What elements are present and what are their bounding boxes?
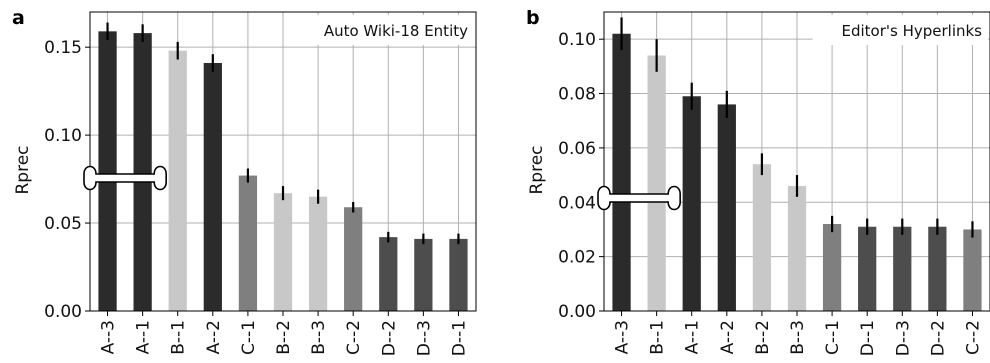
x-tick-label: D--2	[928, 320, 948, 356]
x-tick-label: C--2	[344, 320, 364, 355]
y-tick-label: 0.00	[558, 302, 596, 322]
title-box-a: Auto Wiki-18 Entity	[298, 15, 474, 45]
bar	[717, 104, 736, 311]
y-tick-label: 0.02	[558, 248, 596, 268]
bar	[203, 63, 222, 311]
bar	[449, 238, 468, 311]
x-tick-label: B--2	[753, 320, 773, 355]
bar	[98, 31, 117, 312]
x-tick-label: D--1	[858, 320, 878, 356]
panel-letter-a: a	[12, 7, 25, 29]
plot-frame-a	[89, 11, 477, 312]
break-marker-shape	[597, 185, 681, 211]
x-tick-label: A--1	[683, 320, 703, 354]
bar	[963, 229, 982, 311]
x-tick-label: D--3	[893, 320, 913, 356]
x-tick-label: A--3	[613, 320, 633, 354]
y-tick-label: 0.10	[44, 126, 82, 146]
break-marker-shape	[83, 165, 167, 191]
axis-break-marker-a	[83, 165, 167, 191]
y-tick-label: 0.05	[44, 214, 82, 234]
y-tick-label: 0.15	[44, 38, 82, 58]
x-tick-label: D--2	[379, 320, 399, 356]
bar	[273, 193, 293, 311]
x-tick-label: A--2	[204, 320, 224, 354]
x-ticks-a: A--3 A--1 B--1 A--2 C--1 B--2 B--3 C--2 D--2 D--3…	[99, 311, 469, 356]
x-tick-label: C--2	[963, 320, 983, 355]
y-axis-label-b: Rprec	[527, 145, 547, 194]
x-tick-label: B--2	[274, 320, 294, 355]
panel-a: a Rprec 0.000.050.100.15 A--3 A--1 B--1 A--…	[12, 7, 477, 356]
bar	[238, 175, 258, 311]
y-tick-label: 0.08	[558, 85, 596, 105]
bar	[647, 55, 666, 312]
bar	[379, 237, 398, 311]
plot-frame-b	[603, 11, 990, 312]
y-ticks-a: 0.00 0.05 0.10 0.15	[44, 38, 90, 322]
title-box-b: Editor's Hyperlinks	[812, 15, 988, 45]
y-tick-label: 0.06	[558, 139, 596, 159]
x-tick-label: C--1	[239, 320, 259, 355]
y-axis-label-a: Rprec	[13, 145, 33, 194]
x-tick-label: A--2	[718, 320, 738, 354]
bar	[344, 207, 363, 311]
bar	[928, 226, 947, 311]
bar	[858, 226, 877, 311]
bar	[308, 196, 328, 311]
bars-b	[612, 33, 982, 312]
bars-a	[98, 31, 468, 312]
panel-b: b Rprec 0.00 0.02 0.04 0.06 0.08 0.10 A--3 B--…	[526, 7, 990, 356]
bar	[752, 164, 772, 311]
x-tick-label: D--3	[414, 320, 434, 356]
x-tick-label: B--1	[169, 320, 189, 355]
axis-break-marker-b	[597, 185, 681, 211]
y-tick-label: 0.04	[558, 193, 596, 213]
bar	[682, 96, 701, 311]
y-ticks-b: 0.00 0.02 0.04 0.06 0.08 0.10	[558, 30, 604, 322]
bar	[133, 33, 152, 311]
bar	[787, 185, 807, 311]
x-tick-label: D--1	[449, 320, 469, 356]
x-ticks-b: A--3 B--1 A--1 A--2 B--2 B--3 C--1 D--1 D--3 D--2…	[613, 311, 983, 356]
bar	[612, 33, 631, 311]
x-tick-label: B--3	[788, 320, 808, 355]
bar	[893, 226, 912, 311]
bar	[822, 224, 842, 311]
panel-letter-b: b	[526, 7, 540, 29]
x-tick-label: C--1	[823, 320, 843, 355]
y-tick-label: 0.10	[558, 30, 596, 50]
error-bars-a	[106, 22, 460, 245]
x-tick-label: B--1	[648, 320, 668, 355]
x-tick-label: A--1	[134, 320, 154, 354]
error-bars-b	[620, 17, 974, 238]
x-tick-label: B--3	[309, 320, 329, 355]
bar	[168, 50, 187, 311]
bar	[414, 238, 433, 311]
y-tick-label: 0.00	[44, 302, 82, 322]
x-tick-label: A--3	[99, 320, 119, 354]
chart-title-b: Editor's Hyperlinks	[841, 22, 982, 40]
chart-title-a: Auto Wiki-18 Entity	[324, 22, 468, 40]
